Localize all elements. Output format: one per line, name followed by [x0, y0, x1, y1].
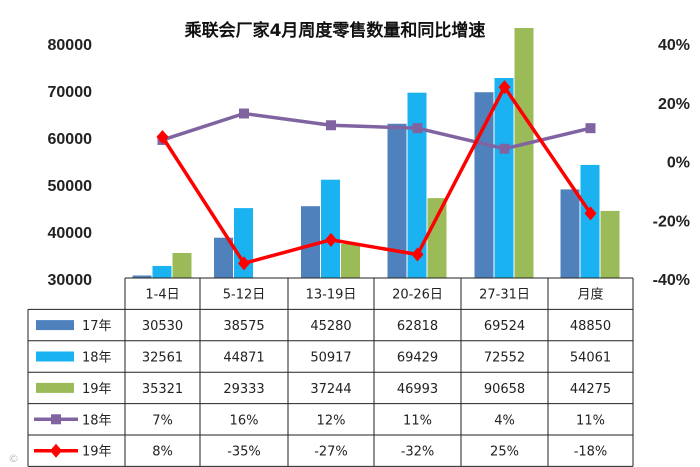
table-cell: 16%: [230, 413, 259, 428]
table-cell: 54061: [570, 351, 611, 366]
point-2-6: [584, 206, 597, 221]
category-label: 13-19日: [306, 288, 357, 303]
table-cell: 12%: [317, 413, 346, 428]
legend-marker: [50, 443, 62, 458]
table-cell: 25%: [490, 445, 519, 460]
point-2-5: [498, 80, 511, 95]
legend-marker: [51, 414, 61, 425]
category-label: 1-4日: [145, 288, 179, 303]
bar-2-1: [152, 265, 172, 278]
table-cell: -18%: [574, 445, 608, 460]
bar-1-1: [132, 275, 152, 278]
y2-tick-label: 40%: [658, 37, 690, 54]
bar-2-6: [580, 164, 600, 278]
category-label: 20-26日: [392, 288, 443, 303]
legend-label: 19年: [82, 382, 112, 397]
bar-1-6: [560, 189, 580, 278]
legend-label: 18年: [82, 413, 112, 428]
bar-1-4: [387, 123, 407, 278]
y-tick-label: 80000: [48, 37, 93, 54]
y2-tick-label: 0%: [667, 155, 690, 172]
table-cell: 90658: [484, 382, 525, 397]
table-cell: 45280: [310, 319, 351, 334]
point-1-5: [499, 143, 510, 154]
line-series-1: [161, 111, 591, 151]
point-1-3: [326, 120, 336, 131]
line-series-2: [161, 83, 592, 266]
table-cell: -35%: [227, 445, 261, 460]
legend-swatch: [36, 382, 74, 393]
bar-3-6: [600, 210, 620, 278]
bar-2-3: [321, 179, 340, 278]
bar-2-4: [407, 92, 427, 278]
legend-swatch: [36, 351, 74, 362]
table-cell: 37244: [310, 382, 351, 397]
table-cell: 44871: [223, 351, 264, 366]
table-cell: 4%: [494, 413, 515, 428]
category-label: 5-12日: [223, 288, 266, 303]
bar-1-2: [214, 237, 233, 278]
y-tick-label: 60000: [48, 131, 93, 148]
y2-tick-label: -40%: [653, 272, 690, 289]
bar-1-3: [301, 206, 320, 278]
point-2-4: [411, 247, 424, 262]
category-label: 月度: [577, 287, 603, 303]
table-cell: 50917: [310, 351, 351, 366]
table-cell: 8%: [152, 445, 173, 460]
bar-2-5: [494, 78, 514, 278]
point-2-1: [156, 130, 169, 144]
table-cell: 38575: [223, 319, 264, 334]
point-2-2: [238, 256, 250, 271]
table-cell: 35321: [142, 382, 183, 397]
bar-3-3: [341, 243, 360, 278]
table-cell: 7%: [152, 413, 173, 428]
chart-title: 乘联会厂家4月周度零售数量和同比增速: [184, 20, 486, 41]
point-2-3: [325, 232, 337, 247]
table-cell: 32561: [142, 351, 183, 366]
y-tick-label: 40000: [48, 225, 93, 242]
table-cell: 48850: [570, 319, 611, 334]
table-cell: 69429: [397, 351, 438, 366]
table-cell: 11%: [403, 413, 432, 428]
category-label: 27-31日: [479, 288, 530, 303]
y-tick-label: 30000: [48, 272, 93, 289]
y-tick-label: 50000: [48, 178, 93, 195]
legend-label: 19年: [82, 445, 112, 460]
table-cell: 29333: [223, 382, 264, 397]
legend-label: 17年: [82, 319, 112, 334]
table-cell: 11%: [576, 413, 605, 428]
table-cell: 46993: [397, 382, 438, 397]
legend-label: 18年: [82, 351, 112, 366]
table-cell: 72552: [484, 351, 525, 366]
watermark-icon: ©: [8, 452, 19, 465]
legend-swatch: [36, 320, 74, 331]
point-1-6: [585, 123, 596, 134]
bar-3-4: [427, 198, 447, 278]
table-cell: 62818: [397, 319, 438, 334]
y2-tick-label: -20%: [653, 213, 690, 230]
table-cell: 44275: [570, 382, 611, 397]
y2-tick-label: 20%: [658, 96, 690, 113]
y-tick-label: 70000: [48, 84, 93, 101]
table-cell: -32%: [401, 445, 435, 460]
table-cell: 30530: [142, 319, 183, 334]
point-1-2: [239, 108, 249, 119]
table-cell: -27%: [314, 445, 348, 460]
point-1-4: [412, 123, 423, 134]
table-cell: 69524: [484, 319, 525, 334]
bar-1-5: [474, 92, 494, 278]
bar-3-1: [172, 252, 192, 278]
bar-3-5: [514, 28, 534, 278]
